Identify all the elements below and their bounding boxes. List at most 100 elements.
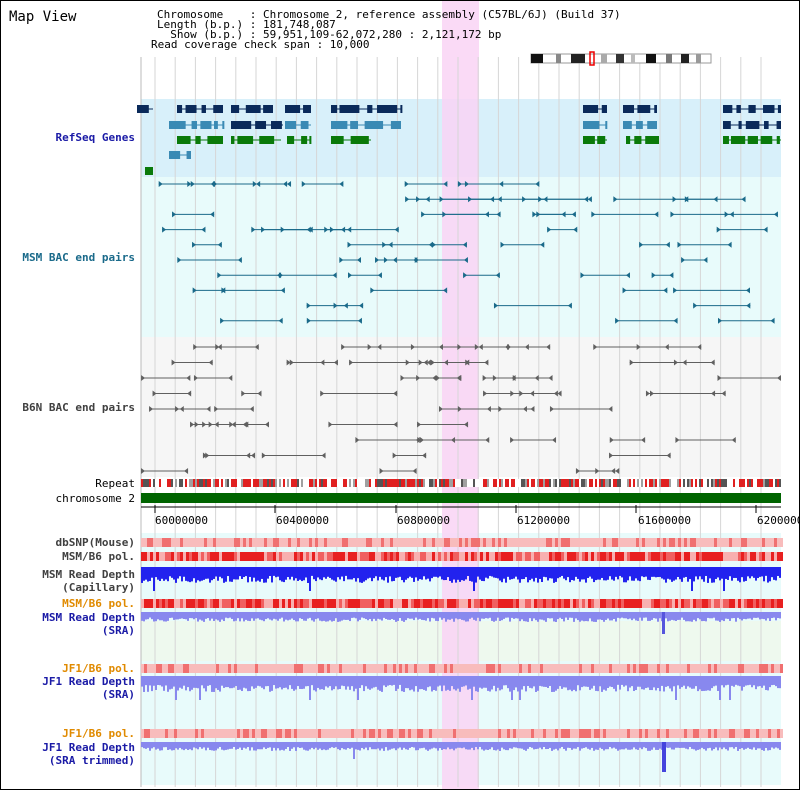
read-depth-bar	[681, 676, 683, 688]
b6n-bac-pair-end	[710, 359, 715, 366]
read-depth-bar	[171, 567, 173, 578]
polymorphism-mark	[186, 538, 189, 547]
read-depth-bar	[431, 742, 433, 749]
read-depth-bar	[491, 567, 493, 577]
read-depth-bar	[465, 612, 467, 622]
repeat-mark	[147, 479, 149, 487]
repeat-mark	[631, 479, 633, 487]
gene-exon	[654, 105, 657, 113]
track-label-dbsnp[interactable]: dbSNP(Mouse)	[55, 536, 135, 549]
polymorphism-mark	[267, 729, 270, 738]
read-depth-bar	[541, 676, 543, 687]
repeat-mark	[177, 479, 179, 487]
read-depth-bar	[713, 676, 715, 687]
read-depth-bar	[265, 676, 267, 687]
read-depth-bar	[515, 742, 517, 748]
read-depth-bar	[639, 742, 641, 748]
polymorphism-mark	[144, 729, 147, 738]
track-label-msm-depth-cap[interactable]: MSM Read Depth	[42, 568, 135, 581]
b6n-bac-pair-end	[593, 344, 598, 350]
repeat-mark	[181, 479, 183, 487]
gene-exon	[776, 136, 780, 144]
polymorphism-mark	[693, 552, 696, 561]
gene-exon	[635, 121, 643, 129]
polymorphism-mark	[771, 729, 774, 738]
polymorphism-mark	[252, 538, 255, 547]
polymorphism-mark	[654, 729, 657, 738]
polymorphism-mark	[687, 552, 690, 561]
read-depth-bar	[579, 612, 581, 622]
repeat-mark	[701, 479, 703, 487]
read-depth-bar	[755, 567, 757, 581]
read-depth-bar	[497, 676, 499, 688]
polymorphism-mark	[675, 664, 678, 673]
polymorphism-mark	[192, 664, 195, 673]
polymorphism-mark	[624, 729, 627, 738]
b6n-bac-pair-end	[422, 452, 427, 459]
read-depth-bar	[421, 612, 423, 620]
msm-bac-pair-end	[332, 272, 337, 279]
polymorphism-mark	[519, 599, 522, 608]
polymorphism-mark	[456, 538, 459, 547]
read-depth-bar	[297, 742, 299, 748]
b6n-bac-pair-end	[417, 421, 422, 428]
polymorphism-mark	[741, 599, 744, 608]
polymorphism-mark	[750, 552, 753, 561]
track-label-msm-b6-pol-2[interactable]: MSM/B6 pol.	[62, 597, 135, 610]
read-depth-bar	[215, 567, 217, 577]
read-depth-bar	[667, 567, 669, 579]
repeat-mark	[453, 479, 455, 487]
read-depth-bar	[495, 567, 497, 578]
repeat-mark	[257, 479, 259, 487]
polymorphism-mark	[738, 664, 741, 673]
read-depth-bar	[249, 742, 251, 751]
track-label-msm-depth-sra[interactable]: MSM Read Depth	[42, 611, 135, 624]
read-depth-bar	[713, 742, 715, 750]
track-label-msm-b6-pol-1[interactable]: MSM/B6 pol.	[62, 550, 135, 563]
b6n-bac-pair-end	[208, 359, 213, 366]
read-depth-bar	[327, 612, 329, 622]
read-depth-bar	[391, 567, 393, 582]
polymorphism-mark	[687, 599, 690, 608]
repeat-mark	[509, 479, 511, 487]
read-depth-bar	[285, 612, 287, 620]
track-label-b6n-bac[interactable]: B6N BAC end pairs	[22, 401, 135, 414]
read-depth-bar	[547, 612, 549, 619]
read-depth-bar	[435, 676, 437, 691]
read-depth-bar	[685, 742, 687, 749]
repeat-mark	[315, 479, 317, 487]
read-depth-bar	[323, 567, 325, 578]
track-label-chromosome[interactable]: chromosome 2	[55, 492, 135, 505]
read-depth-bar	[407, 676, 409, 689]
read-depth-bar	[593, 567, 595, 583]
msm-bac-pair-end	[301, 181, 306, 187]
polymorphism-mark	[276, 599, 279, 608]
msm-bac-pair-end	[622, 287, 627, 294]
track-label-jf1-b6-pol-1[interactable]: JF1/B6 pol.	[62, 662, 135, 675]
b6n-bac-pair-end	[478, 344, 483, 350]
polymorphism-mark	[717, 599, 720, 608]
repeat-mark	[435, 479, 437, 487]
polymorphism-mark	[594, 664, 597, 673]
polymorphism-mark	[402, 599, 405, 608]
read-depth-bar	[395, 612, 397, 622]
read-depth-bar	[749, 742, 751, 749]
track-label-jf1-depth-sra[interactable]: JF1 Read Depth	[42, 675, 135, 688]
read-depth-bar	[777, 567, 779, 576]
read-depth-bar	[477, 742, 479, 750]
gene-exon	[255, 121, 267, 129]
repeat-mark	[491, 479, 493, 487]
msm-bac-pair-end	[713, 196, 718, 203]
msm-bac-pair-end	[278, 272, 283, 279]
polymorphism-mark	[480, 538, 483, 547]
repeat-mark	[599, 479, 601, 487]
track-label-jf1-depth-trim[interactable]: JF1 Read Depth	[42, 741, 135, 754]
track-label-msm-bac[interactable]: MSM BAC end pairs	[22, 251, 135, 264]
track-label-jf1-b6-pol-2[interactable]: JF1/B6 pol.	[62, 727, 135, 740]
track-label-repeat[interactable]: Repeat	[95, 477, 135, 490]
read-depth-bar	[225, 676, 227, 688]
track-label-refseq[interactable]: RefSeq Genes	[55, 131, 135, 144]
read-depth-bar	[725, 612, 727, 619]
polymorphism-mark	[552, 538, 555, 547]
read-depth-bar	[341, 676, 343, 686]
